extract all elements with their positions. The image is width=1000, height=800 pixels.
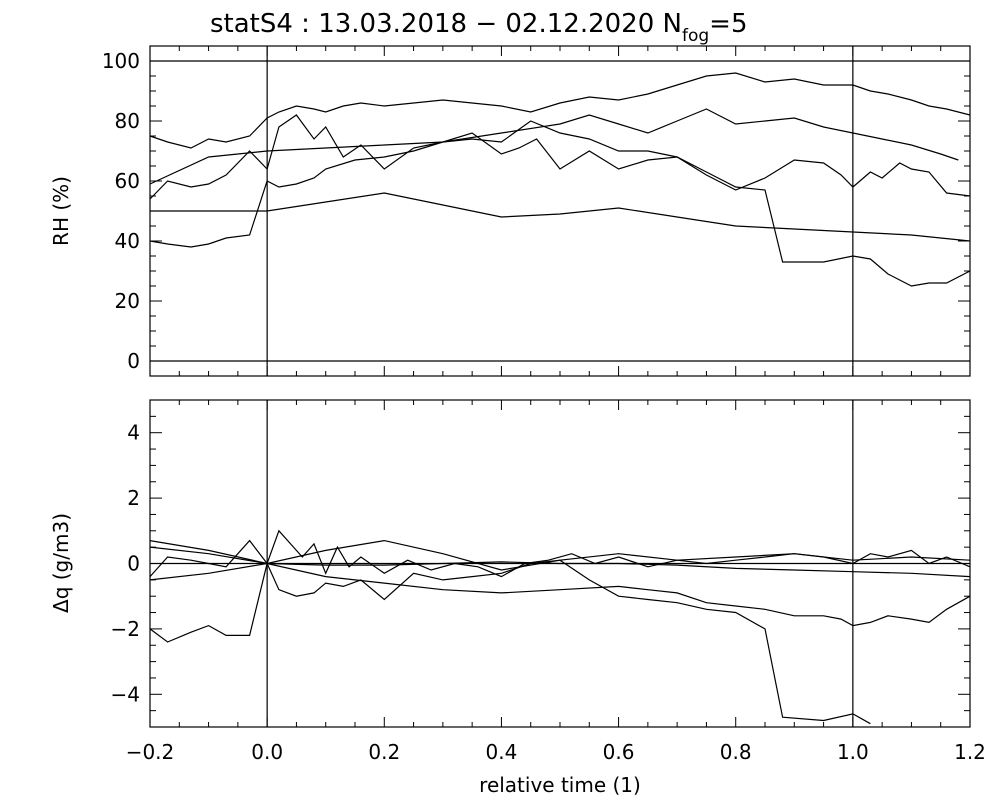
dq-x-tick-label: 0.4 [486,740,518,764]
dq-series-line-4 [149,559,871,725]
rh-panel: 0 20 40 60 80 100 RH (%) [49,45,971,377]
dq-x-tick-label: 0.8 [720,740,752,764]
dq-x-tick-label: −0.2 [126,740,175,764]
rh-series-line-2 [149,108,959,185]
dq-y-tick-label: −4 [111,682,140,706]
chart-title: statS4 : 13.03.2018 − 02.12.2020 Nfog=5 [210,9,747,46]
rh-y-tick-label: 0 [127,349,140,373]
rh-series-line-3 [149,114,971,200]
dq-x-tick-label: 1.2 [954,740,986,764]
rh-plot-frame [149,45,971,377]
rh-y-tick-label: 40 [115,229,140,253]
rh-y-tick-label: 80 [115,109,140,133]
dq-y-tick-label: −2 [111,617,140,641]
dq-x-tick-label: 0.2 [368,740,400,764]
dq-x-tick-label: 0.6 [603,740,635,764]
dq-series-line-2 [149,546,971,578]
dq-y-axis-label: Δq (g/m3) [49,513,73,613]
rh-y-tick-label: 20 [115,289,140,313]
dq-series-line-3 [149,529,971,578]
dq-series-line-5 [149,562,971,627]
rh-y-tick-label: 100 [102,49,140,73]
rh-series-line-5 [150,192,971,242]
rh-series-line-4 [149,120,971,287]
rh-series-line-1 [149,72,971,149]
dq-y-tick-label: 4 [127,421,140,445]
rh-y-tick-label: 60 [115,169,140,193]
x-axis-label: relative time (1) [479,773,641,797]
dq-series-line-1 [149,539,971,571]
dq-x-tick-label: 1.0 [837,740,869,764]
dq-y-tick-label: 0 [127,552,140,576]
rh-y-axis-label: RH (%) [49,176,73,246]
dq-panel: −4 −2 0 2 4 −0.2 0.0 0.2 0.4 0.6 0.8 1.0 1.2 Δq (g/m… [49,399,986,797]
dq-x-tick-label: 0.0 [251,740,283,764]
dq-y-tick-label: 2 [127,486,140,510]
